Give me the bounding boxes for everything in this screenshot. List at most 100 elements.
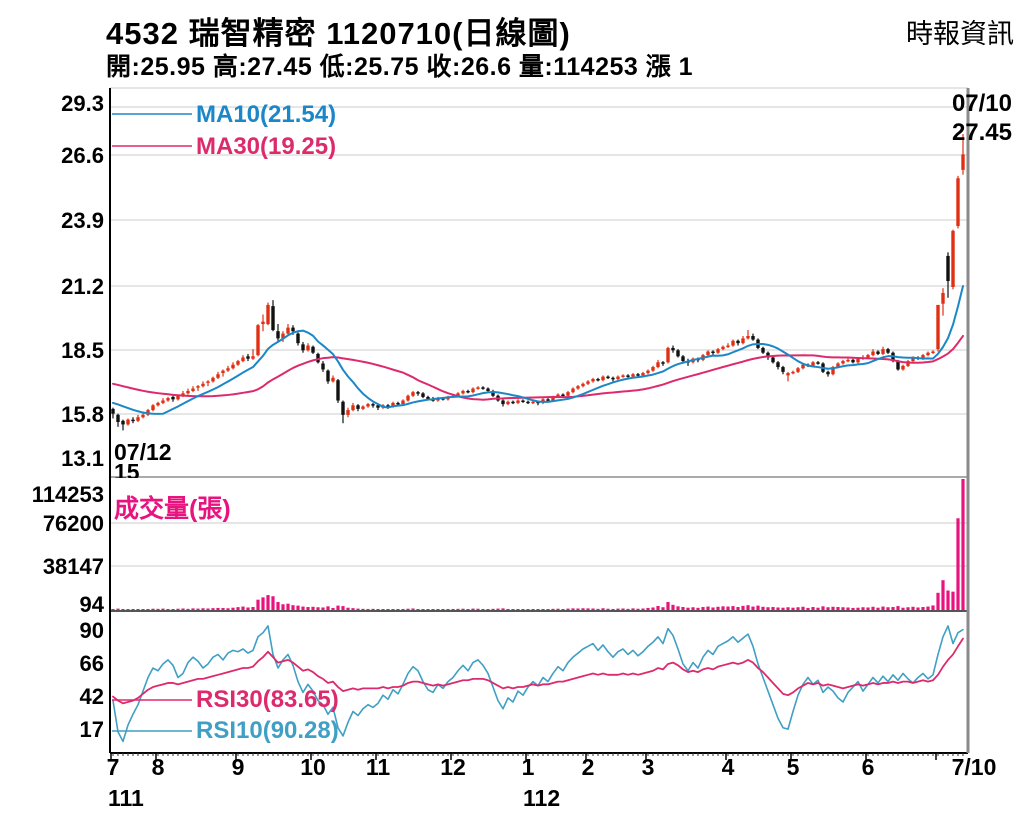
candle [946,255,950,282]
volume-bar [681,607,685,610]
candle [736,340,740,344]
volume-bar [786,607,790,610]
volume-bar [721,606,725,610]
volume-bar [811,607,815,610]
volume-bar [311,606,315,610]
candle [766,352,770,358]
volume-bar [166,608,170,610]
candle [336,380,340,401]
volume-bar [906,607,910,610]
tick-label: 3 [642,754,655,780]
candle [246,356,250,359]
first-date-label: 07/12 [114,439,172,465]
volume-bar [351,608,355,610]
candle [271,306,275,331]
candle [471,388,475,393]
volume-bar [611,608,615,610]
candle [876,351,880,354]
volume-bar [741,605,745,610]
volume-bar [561,609,565,610]
volume-bar [296,605,300,610]
candle [846,359,850,362]
tick-label: 5 [787,754,800,780]
candle [406,395,410,401]
candle [416,392,420,394]
volume-bar [531,609,535,610]
volume-bar [496,608,500,610]
volume-bar [616,608,620,610]
candle [546,399,550,401]
volume-bar [666,601,670,610]
rsi10-legend: RSI10(90.28) [196,717,339,744]
volume-bar [226,608,230,610]
volume-bar [706,606,710,610]
candle [776,362,780,368]
tick-label: 21.2 [61,274,104,299]
volume-bar [356,608,360,610]
candle [796,368,800,372]
volume-bar [476,608,480,610]
tick-label: 1 [522,754,535,780]
candle [641,373,645,376]
volume-bar [276,601,280,610]
volume-bar [521,609,525,610]
volume-bar [181,608,185,610]
volume-bar [766,607,770,610]
candle [931,351,935,354]
tick-label: 6 [862,754,875,780]
candle [711,351,715,354]
tick-label: 2 [582,754,595,780]
volume-bar [381,609,385,610]
candle [566,392,570,396]
volume-bar [581,608,585,610]
candle [341,401,345,415]
volume-bar [586,608,590,610]
volume-bar [466,609,470,610]
candle [171,396,175,400]
volume-bar [486,609,490,610]
volume-bar [731,606,735,610]
volume-bar [621,608,625,610]
volume-bar [696,607,700,610]
candle [596,379,600,381]
candle [816,362,820,364]
volume-bar [761,606,765,610]
volume-bar [151,608,155,610]
tick-label: 10 [300,754,326,780]
volume-bar [416,608,420,610]
candle [706,351,710,356]
candle [211,377,215,382]
rsi30-legend: RSI30(83.65) [196,686,339,713]
series-line [112,637,964,705]
volume-bar [421,609,425,610]
candle [901,365,905,370]
volume-bar [306,607,310,610]
volume-bar [536,609,540,610]
last-price-label: 27.45 [951,119,1012,146]
volume-bar [441,609,445,610]
candle [236,361,240,365]
volume-bar [216,607,220,610]
volume-bar [271,596,275,610]
volume-bar [861,607,865,610]
candle [241,357,245,362]
candle [961,154,965,170]
candle [741,338,745,344]
last-date-label: 07/10 [951,90,1012,117]
candle [346,410,350,415]
volume-bar [836,607,840,610]
candle [786,373,790,376]
volume-bar [646,607,650,610]
candle [511,401,515,404]
volume-bar [461,608,465,610]
volume-bar [961,479,965,610]
candle [661,362,665,364]
tick-label: 4 [722,754,735,780]
candle [231,364,235,369]
candle [321,363,325,370]
candle [771,357,775,363]
candle [481,387,485,389]
candle [306,345,310,351]
volume-bar [256,599,260,610]
